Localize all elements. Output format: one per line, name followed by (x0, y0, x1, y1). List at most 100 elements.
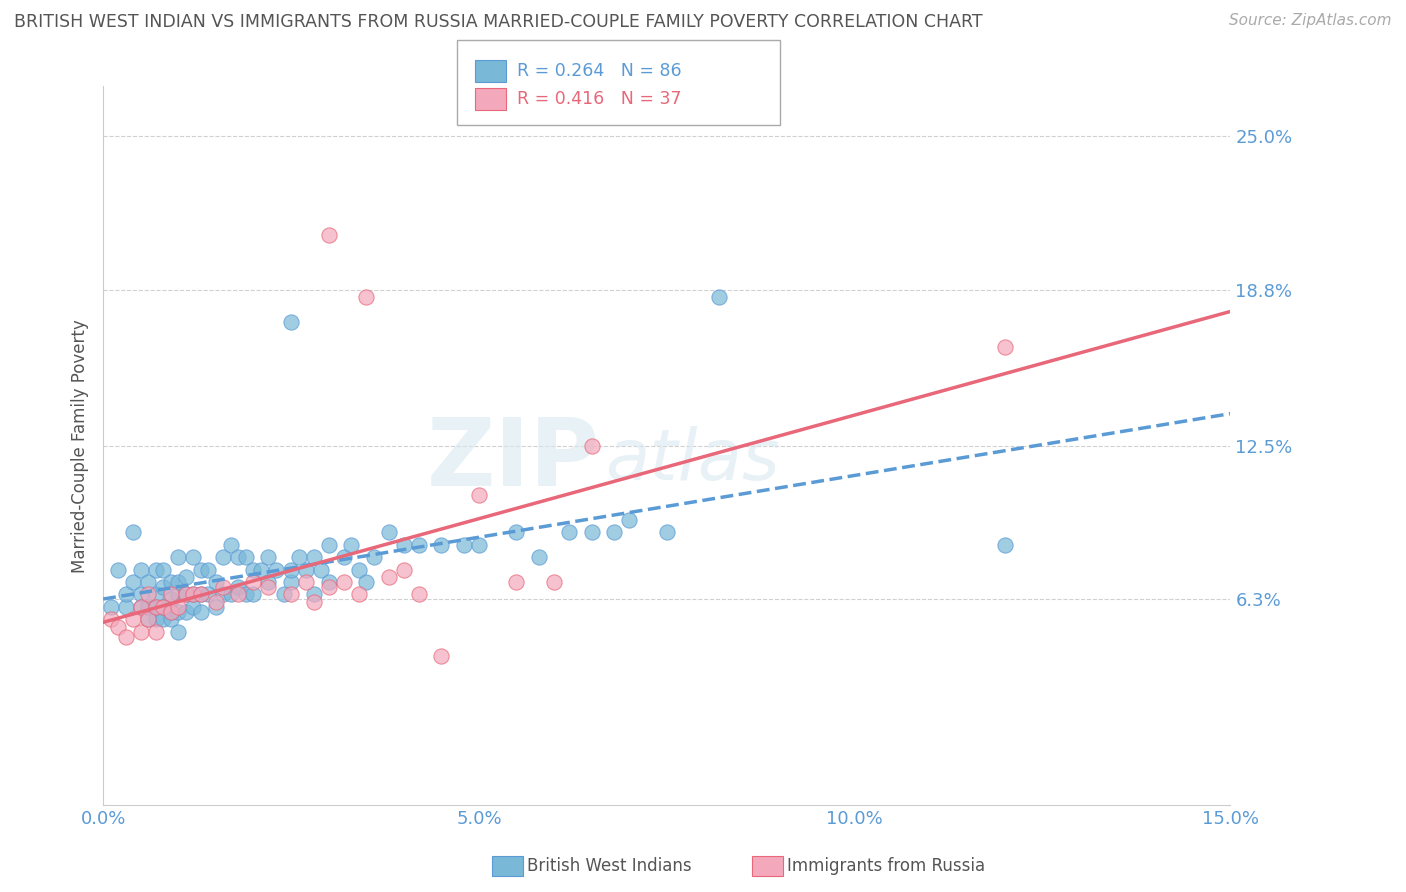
Point (309, 563, 332, 577)
Point (145, 612, 167, 626)
Text: Source: ZipAtlas.com: Source: ZipAtlas.com (1229, 13, 1392, 29)
Point (527, 550, 550, 565)
Point (114, 587, 136, 601)
Point (159, 612, 181, 626)
Point (468, 538, 491, 552)
Point (174, 587, 197, 601)
Point (235, 587, 257, 601)
Point (302, 587, 325, 601)
Point (603, 525, 626, 540)
Point (302, 550, 325, 565)
Point (167, 605, 190, 619)
Point (505, 525, 527, 540)
Point (122, 612, 145, 626)
Point (280, 315, 302, 329)
Point (257, 580, 280, 594)
Point (392, 538, 415, 552)
Point (994, 538, 1017, 552)
Point (136, 599, 159, 614)
Point (145, 624, 167, 639)
Point (347, 587, 370, 601)
Point (145, 599, 167, 614)
Point (994, 340, 1017, 354)
Point (181, 599, 204, 614)
Point (145, 587, 167, 601)
Point (219, 587, 242, 601)
Point (205, 574, 228, 589)
Point (167, 599, 190, 614)
Point (318, 228, 340, 243)
Point (152, 580, 174, 594)
Point (167, 624, 190, 639)
Point (280, 574, 302, 589)
Point (430, 649, 453, 664)
Point (181, 550, 204, 565)
Point (453, 538, 475, 552)
Point (468, 488, 491, 502)
Point (257, 550, 280, 565)
Point (377, 570, 399, 584)
Point (273, 587, 295, 601)
Point (354, 290, 377, 304)
Point (318, 538, 340, 552)
Point (430, 538, 453, 552)
Point (167, 574, 190, 589)
Point (114, 630, 136, 644)
Point (136, 612, 159, 626)
Point (280, 563, 302, 577)
Point (505, 574, 527, 589)
Point (228, 587, 250, 601)
Point (709, 290, 731, 304)
Point (235, 550, 257, 565)
Point (205, 599, 228, 614)
Point (280, 587, 302, 601)
Point (558, 525, 581, 540)
Point (167, 550, 190, 565)
Point (543, 574, 565, 589)
Point (129, 563, 152, 577)
Point (181, 587, 204, 601)
Point (107, 620, 129, 634)
Point (219, 538, 242, 552)
Point (129, 599, 152, 614)
Point (190, 587, 212, 601)
Point (129, 624, 152, 639)
Point (264, 563, 287, 577)
Point (197, 587, 219, 601)
Point (167, 587, 190, 601)
Point (619, 513, 641, 527)
Text: BRITISH WEST INDIAN VS IMMIGRANTS FROM RUSSIA MARRIED-COUPLE FAMILY POVERTY CORR: BRITISH WEST INDIAN VS IMMIGRANTS FROM R… (14, 13, 983, 31)
Point (129, 599, 152, 614)
Point (190, 563, 212, 577)
Point (332, 550, 354, 565)
Point (100, 612, 122, 626)
Point (107, 563, 129, 577)
Point (228, 550, 250, 565)
Point (318, 580, 340, 594)
Point (295, 563, 318, 577)
Point (212, 550, 235, 565)
Point (340, 538, 363, 552)
Point (174, 587, 197, 601)
Text: R = 0.264   N = 86: R = 0.264 N = 86 (517, 62, 682, 80)
Point (287, 550, 309, 565)
Point (174, 570, 197, 584)
Point (205, 595, 228, 609)
Point (212, 587, 235, 601)
Point (152, 599, 174, 614)
Point (581, 439, 603, 453)
Point (581, 525, 603, 540)
Point (136, 574, 159, 589)
Point (377, 525, 399, 540)
Point (363, 550, 385, 565)
Point (302, 595, 325, 609)
Text: British West Indians: British West Indians (527, 857, 692, 875)
Point (152, 612, 174, 626)
Point (190, 605, 212, 619)
Point (129, 587, 152, 601)
Point (174, 605, 197, 619)
Point (159, 587, 181, 601)
Point (655, 525, 678, 540)
Point (159, 605, 181, 619)
Text: atlas: atlas (605, 425, 779, 494)
